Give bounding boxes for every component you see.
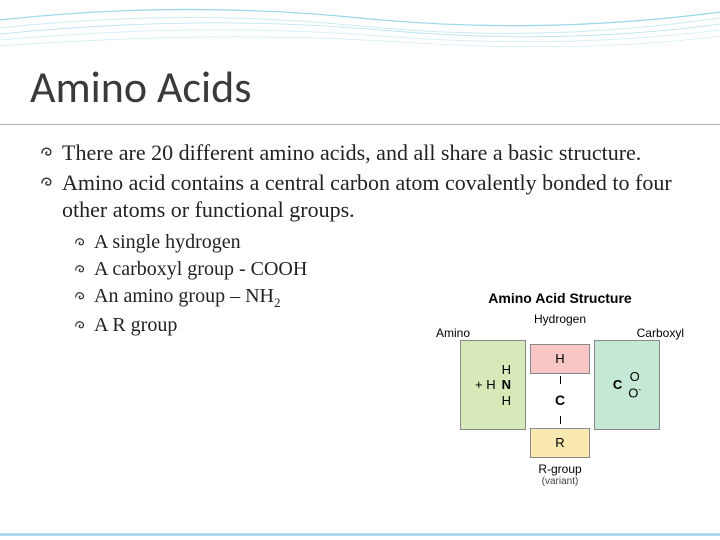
atom-h: H (502, 362, 511, 378)
carboxyl-label: Carboxyl (637, 326, 684, 340)
rgroup-label: R-group (430, 462, 690, 476)
swirl-bullet-icon (40, 145, 56, 161)
swirl-bullet-icon (74, 236, 88, 250)
atom-r: R (555, 435, 564, 451)
bond-line (560, 376, 561, 384)
diagram-title: Amino Acid Structure (430, 290, 690, 306)
bond-line (560, 416, 561, 424)
slide-title: Amino Acids (0, 0, 720, 124)
sub-bullet-text: An amino group – NH2 (94, 284, 280, 311)
atom-h: H (502, 393, 511, 409)
center-column: H C R (530, 340, 590, 458)
sub-bullet-text: A single hydrogen (94, 230, 241, 255)
central-carbon: C (555, 386, 565, 414)
atom-o: O (630, 369, 640, 385)
bottom-border-decoration (0, 533, 720, 536)
atom-n: N (502, 377, 511, 393)
atom-c: C (613, 377, 622, 393)
nh2-subscript: 2 (274, 295, 281, 310)
sub-bullet-item: A single hydrogen (74, 230, 680, 255)
amino-label: Amino (436, 326, 470, 340)
bullet-item: Amino acid contains a central carbon ato… (40, 169, 680, 224)
bullet-text: Amino acid contains a central carbon ato… (62, 169, 680, 224)
rgroup-box: R (530, 428, 590, 458)
swirl-bullet-icon (74, 319, 88, 333)
amino-acid-diagram: Amino Acid Structure Hydrogen Amino Carb… (430, 290, 690, 487)
bullet-text: There are 20 different amino acids, and … (62, 139, 641, 167)
atom-h: H (555, 351, 564, 367)
swirl-bullet-icon (74, 263, 88, 277)
hydrogen-box: H (530, 344, 590, 374)
atom-plus-h: + H (475, 377, 496, 393)
sub-bullet-text: A R group (94, 313, 177, 338)
carboxyl-group-box: C O O- (594, 340, 660, 430)
sub-bullet-item: A carboxyl group - COOH (74, 257, 680, 282)
swirl-bullet-icon (74, 290, 88, 304)
amino-group-box: + H H N H (460, 340, 526, 430)
swirl-bullet-icon (40, 175, 56, 191)
hydrogen-label: Hydrogen (430, 312, 690, 326)
sub-bullet-text: A carboxyl group - COOH (94, 257, 307, 282)
nh-text: An amino group – NH (94, 285, 274, 307)
rgroup-variant: (variant) (430, 476, 690, 487)
atom-o-minus: O- (628, 385, 641, 401)
bullet-item: There are 20 different amino acids, and … (40, 139, 680, 167)
rgroup-caption: R-group (variant) (430, 462, 690, 487)
